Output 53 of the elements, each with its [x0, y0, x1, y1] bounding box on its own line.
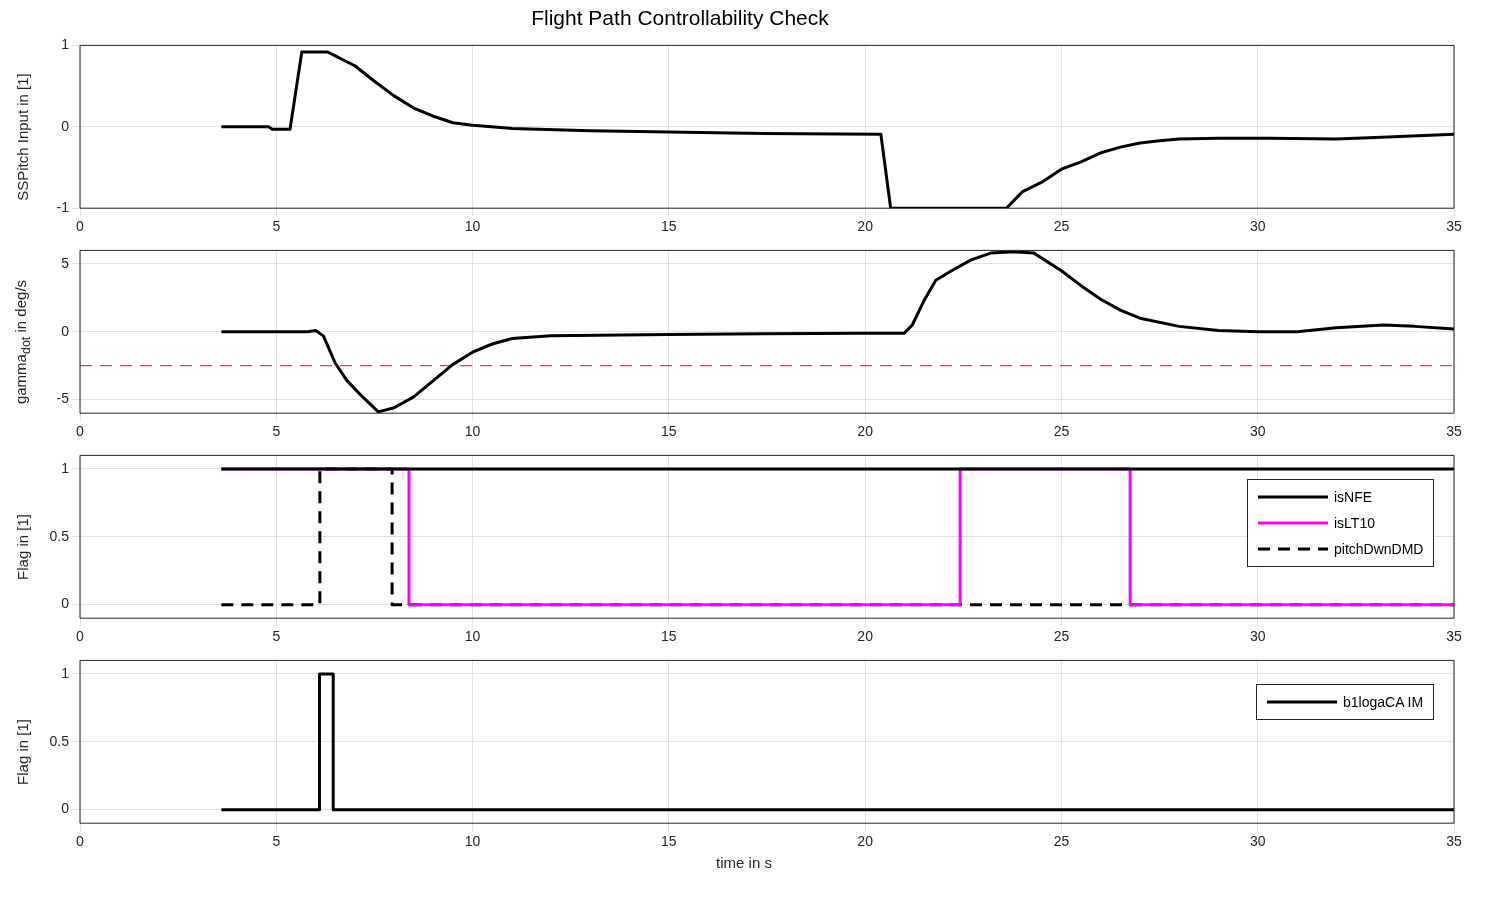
x-tick-label: 10	[464, 218, 481, 235]
x-tick-label: 35	[1446, 423, 1462, 440]
x-tick-label: 0	[76, 423, 85, 440]
x-tick-label: 20	[857, 423, 874, 440]
x-tick-label: 0	[76, 833, 85, 850]
x-tick-label: 10	[464, 628, 481, 645]
y-tick-label: 0.5	[49, 732, 70, 749]
chart-title: Flight Path Controllability Check	[530, 5, 830, 31]
y-tick-label: 1	[61, 36, 70, 53]
y-tick-label: -5	[56, 390, 70, 407]
y-axis-title: Flag in [1]	[13, 718, 31, 785]
y-tick-label: 0	[61, 322, 70, 339]
x-tick-label: 15	[661, 423, 677, 440]
x-tick-label: 35	[1446, 218, 1462, 235]
x-tick-label: 20	[857, 833, 874, 850]
x-tick-label: 0	[76, 628, 85, 645]
y-tick-label: 0	[61, 117, 70, 134]
x-tick-label: 30	[1249, 833, 1266, 850]
x-tick-label: 5	[272, 833, 281, 850]
legend-label: pitchDwnDMD	[1334, 541, 1424, 558]
y-tick-label: 0	[61, 800, 70, 817]
y-tick-label: 0	[61, 595, 70, 612]
x-tick-label: 5	[272, 218, 281, 235]
x-tick-label: 15	[661, 628, 677, 645]
y-tick-label: 5	[61, 254, 70, 271]
legend-label: b1logaCA IM	[1343, 694, 1424, 711]
x-tick-label: 30	[1249, 628, 1266, 645]
x-tick-label: 20	[857, 218, 874, 235]
x-tick-label: 10	[464, 423, 481, 440]
x-tick-label: 35	[1446, 833, 1462, 850]
x-tick-label: 20	[857, 628, 874, 645]
x-tick-label: 30	[1249, 218, 1266, 235]
x-tick-label: 5	[272, 628, 281, 645]
x-tick-label: 5	[272, 423, 281, 440]
x-tick-label: 25	[1053, 218, 1070, 235]
y-tick-label: 1	[61, 459, 70, 476]
x-tick-label: 30	[1249, 423, 1266, 440]
y-tick-label: 0.5	[49, 527, 70, 544]
y-axis-title: SSPitch Input in [1]	[13, 72, 31, 201]
legend-label: isLT10	[1334, 515, 1375, 532]
x-tick-label: 0	[76, 218, 85, 235]
legend-label: isNFE	[1334, 489, 1373, 506]
x-tick-label: 25	[1053, 833, 1070, 850]
x-tick-label: 10	[464, 833, 481, 850]
y-axis-title: Flag in [1]	[13, 513, 31, 580]
y-tick-label: 1	[61, 664, 70, 681]
x-tick-label: 15	[661, 833, 677, 850]
x-axis-title: time in s	[715, 854, 773, 871]
x-tick-label: 25	[1053, 628, 1070, 645]
y-tick-label: -1	[56, 199, 70, 216]
x-tick-label: 25	[1053, 423, 1070, 440]
x-tick-label: 35	[1446, 628, 1462, 645]
x-tick-label: 15	[661, 218, 677, 235]
